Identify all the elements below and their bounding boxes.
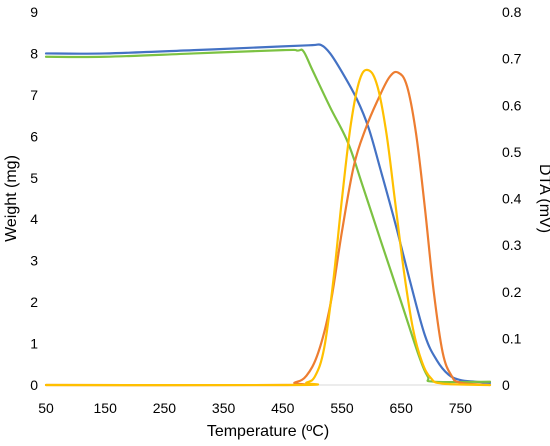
y-left-tick-label: 5 [30,170,38,186]
series-layer [44,43,492,387]
y-axis-left-title: Weight (mg) [3,155,20,242]
y-axis-right-title: DTA (mV) [536,164,550,233]
y-left-tick-label: 4 [30,211,38,227]
y-left-tick-label: 6 [30,128,38,144]
y-left-tick-label: 1 [30,336,38,352]
y-right-tick-labels: 0 0.1 0.2 0.3 0.4 0.5 0.6 0.7 0.8 [502,4,522,393]
series-line-4 [44,68,492,387]
y-right-tick-label: 0 [502,377,510,393]
x-tick-label: 250 [153,400,177,416]
y-left-tick-label: 0 [30,377,38,393]
x-tick-label: 750 [449,400,473,416]
y-left-tick-label: 3 [30,253,38,269]
x-tick-label: 550 [330,400,354,416]
y-left-tick-label: 9 [30,4,38,20]
x-tick-label: 50 [38,400,54,416]
x-tick-label: 650 [390,400,414,416]
y-right-tick-label: 0.3 [502,237,522,253]
y-right-tick-label: 0.6 [502,97,522,113]
y-right-tick-label: 0.2 [502,284,522,300]
y-right-tick-label: 0.8 [502,4,522,20]
y-left-tick-labels: 0 1 2 3 4 5 6 7 8 9 [30,4,38,393]
x-tick-label: 350 [212,400,236,416]
y-left-tick-label: 2 [30,294,38,310]
series-line-3 [44,70,492,387]
y-right-tick-label: 0.7 [502,51,522,67]
y-right-tick-label: 0.5 [502,144,522,160]
x-axis-title: Temperature (ºC) [207,423,329,440]
y-left-tick-label: 7 [30,87,38,103]
x-tick-labels: 50 150 250 350 450 550 650 750 [38,400,472,416]
y-right-tick-label: 0.1 [502,330,522,346]
series-line-1 [44,43,492,385]
y-right-tick-label: 0.4 [502,191,522,207]
y-left-tick-label: 8 [30,45,38,61]
x-tick-label: 150 [94,400,118,416]
x-tick-label: 450 [271,400,295,416]
